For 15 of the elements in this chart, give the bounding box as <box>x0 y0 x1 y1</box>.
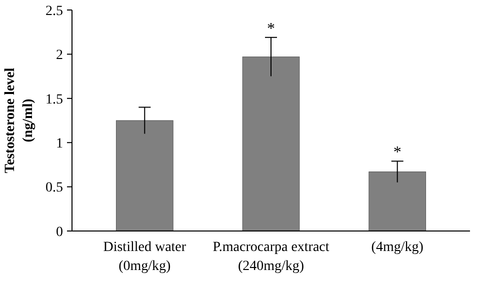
annotation: * <box>393 144 402 162</box>
y-tick-label: 2.5 <box>46 4 63 19</box>
annotation: * <box>267 20 275 38</box>
x-tick-label: P.macrocarpa extract (240mg/kg) <box>212 240 330 274</box>
y-tick-label: 1.5 <box>46 92 63 108</box>
bar <box>242 56 300 232</box>
y-tick-label: 2 <box>56 48 63 64</box>
y-tick-label: 0 <box>56 224 63 240</box>
bar <box>116 120 174 232</box>
y-axis-title: Testosterone level (ng/ml) <box>3 68 36 174</box>
bar <box>368 172 426 232</box>
x-tick-label: Distilled water (0mg/kg) <box>103 240 186 274</box>
x-tick-label: (4mg/kg) <box>371 240 424 255</box>
y-tick-label: 0.5 <box>46 180 63 196</box>
y-tick-label: 1 <box>56 136 63 152</box>
